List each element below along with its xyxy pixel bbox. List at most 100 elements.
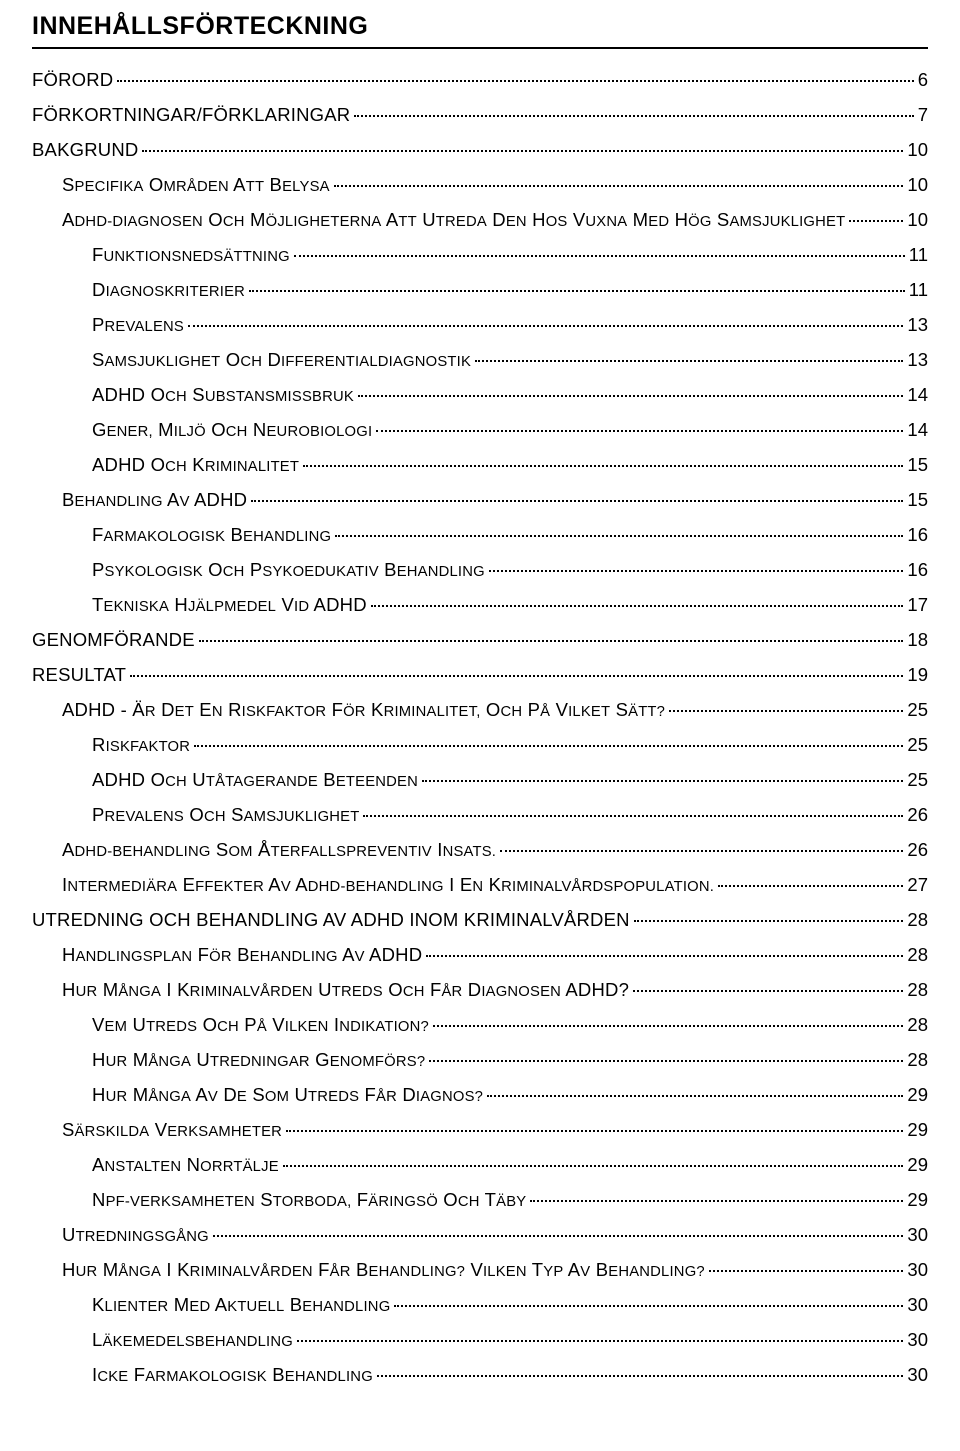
toc-entry-page: 16	[907, 559, 928, 581]
toc-entry-label: BEHANDLING AV ADHD	[62, 489, 247, 511]
toc-leader-dots	[130, 675, 903, 677]
toc-leader-dots	[363, 815, 903, 817]
toc-entry[interactable]: FUNKTIONSNEDSÄTTNING 11	[92, 244, 928, 266]
toc-entry[interactable]: KLIENTER MED AKTUELL BEHANDLING 30	[92, 1294, 928, 1316]
toc-entry-page: 19	[907, 664, 928, 686]
toc-entry-page: 15	[907, 489, 928, 511]
toc-leader-dots	[303, 465, 903, 467]
toc-entry[interactable]: LÄKEMEDELSBEHANDLING 30	[92, 1329, 928, 1351]
toc-entry[interactable]: ANSTALTEN NORRTÄLJE 29	[92, 1154, 928, 1176]
toc-entry[interactable]: HUR MÅNGA AV DE SOM UTREDS FÅR DIAGNOS? …	[92, 1084, 928, 1106]
toc-entry[interactable]: TEKNISKA HJÄLPMEDEL VID ADHD 17	[92, 594, 928, 616]
toc-entry-label: ADHD-BEHANDLING SOM ÅTERFALLSPREVENTIV I…	[62, 839, 496, 861]
toc-entry-label: ADHD OCH KRIMINALITET	[92, 454, 299, 476]
toc-entry-label: ADHD-DIAGNOSEN OCH MÖJLIGHETERNA ATT UTR…	[62, 209, 845, 231]
toc-entry[interactable]: ADHD-BEHANDLING SOM ÅTERFALLSPREVENTIV I…	[62, 839, 928, 861]
toc-entry-page: 27	[907, 874, 928, 896]
toc-entry-page: 29	[907, 1119, 928, 1141]
toc-entry[interactable]: GENER, MILJÖ OCH NEUROBIOLOGI 14	[92, 419, 928, 441]
toc-entry[interactable]: ADHD - ÄR DET EN RISKFAKTOR FÖR KRIMINAL…	[62, 699, 928, 721]
toc-entry-label: ADHD OCH UTÅTAGERANDE BETEENDEN	[92, 769, 418, 791]
toc-leader-dots	[294, 255, 905, 257]
toc-leader-dots	[334, 185, 904, 187]
toc-entry[interactable]: GENOMFÖRANDE 18	[32, 629, 928, 651]
toc-leader-dots	[669, 710, 903, 712]
toc-entry-page: 26	[907, 839, 928, 861]
toc-leader-dots	[422, 780, 903, 782]
toc-leader-dots	[354, 115, 913, 117]
toc-entry[interactable]: ADHD OCH UTÅTAGERANDE BETEENDEN 25	[92, 769, 928, 791]
toc-leader-dots	[371, 605, 904, 607]
toc-entry-label: TEKNISKA HJÄLPMEDEL VID ADHD	[92, 594, 367, 616]
toc-entry[interactable]: RESULTAT 19	[32, 664, 928, 686]
toc-entry[interactable]: FARMAKOLOGISK BEHANDLING 16	[92, 524, 928, 546]
toc-leader-dots	[487, 1095, 903, 1097]
toc-leader-dots	[530, 1200, 903, 1202]
toc-entry-label: ADHD OCH SUBSTANSMISSBRUK	[92, 384, 354, 406]
toc-entry-label: PREVALENS OCH SAMSJUKLIGHET	[92, 804, 359, 826]
toc-entry-page: 28	[907, 1014, 928, 1036]
toc-entry[interactable]: FÖRKORTNINGAR/FÖRKLARINGAR 7	[32, 104, 928, 126]
toc-entry[interactable]: PREVALENS OCH SAMSJUKLIGHET 26	[92, 804, 928, 826]
toc-leader-dots	[188, 325, 903, 327]
toc-entry-page: 28	[907, 979, 928, 1001]
toc-leader-dots	[429, 1060, 903, 1062]
toc-entry[interactable]: VEM UTREDS OCH PÅ VILKEN INDIKATION? 28	[92, 1014, 928, 1036]
toc-leader-dots	[283, 1165, 904, 1167]
toc-entry[interactable]: FÖRORD 6	[32, 69, 928, 91]
toc-entry[interactable]: UTREDNINGSGÅNG 30	[62, 1224, 928, 1246]
toc-entry-label: SAMSJUKLIGHET OCH DIFFERENTIALDIAGNOSTIK	[92, 349, 471, 371]
toc-entry-page: 29	[907, 1154, 928, 1176]
toc-entry-page: 15	[907, 454, 928, 476]
toc-leader-dots	[251, 500, 903, 502]
toc-entry[interactable]: HUR MÅNGA I KRIMINALVÅRDEN UTREDS OCH FÅ…	[62, 979, 928, 1001]
toc-entry-label: ADHD - ÄR DET EN RISKFAKTOR FÖR KRIMINAL…	[62, 699, 665, 721]
toc-entry[interactable]: SAMSJUKLIGHET OCH DIFFERENTIALDIAGNOSTIK…	[92, 349, 928, 371]
toc-entry-label: GENER, MILJÖ OCH NEUROBIOLOGI	[92, 419, 372, 441]
title-rule	[32, 47, 928, 49]
page-title: INNEHÅLLSFÖRTECKNING	[32, 12, 928, 41]
toc-leader-dots	[117, 80, 913, 82]
toc-entry-page: 29	[907, 1084, 928, 1106]
toc-entry[interactable]: HUR MÅNGA I KRIMINALVÅRDEN FÅR BEHANDLIN…	[62, 1259, 928, 1281]
toc-entry-page: 28	[907, 909, 928, 931]
toc-entry-label: KLIENTER MED AKTUELL BEHANDLING	[92, 1294, 390, 1316]
toc-entry-label: GENOMFÖRANDE	[32, 629, 195, 651]
toc-entry[interactable]: BAKGRUND 10	[32, 139, 928, 161]
toc-entry[interactable]: UTREDNING OCH BEHANDLING AV ADHD INOM KR…	[32, 909, 928, 931]
toc-entry[interactable]: ADHD-DIAGNOSEN OCH MÖJLIGHETERNA ATT UTR…	[62, 209, 928, 231]
toc-entry-page: 28	[907, 944, 928, 966]
toc-entry[interactable]: BEHANDLING AV ADHD 15	[62, 489, 928, 511]
toc-entry-label: FÖRKORTNINGAR/FÖRKLARINGAR	[32, 104, 350, 126]
toc-entry[interactable]: HUR MÅNGA UTREDNINGAR GENOMFÖRS? 28	[92, 1049, 928, 1071]
toc-entry[interactable]: PSYKOLOGISK OCH PSYKOEDUKATIV BEHANDLING…	[92, 559, 928, 581]
toc-entry[interactable]: ADHD OCH KRIMINALITET 15	[92, 454, 928, 476]
toc-entry[interactable]: ICKE FARMAKOLOGISK BEHANDLING 30	[92, 1364, 928, 1386]
toc-leader-dots	[634, 920, 904, 922]
toc-entry[interactable]: INTERMEDIÄRA EFFEKTER AV ADHD-BEHANDLING…	[62, 874, 928, 896]
toc-leader-dots	[194, 745, 903, 747]
toc-entry-page: 29	[907, 1189, 928, 1211]
toc-entry[interactable]: SPECIFIKA OMRÅDEN ATT BELYSA 10	[62, 174, 928, 196]
toc-entry[interactable]: PREVALENS 13	[92, 314, 928, 336]
toc-entry-label: PSYKOLOGISK OCH PSYKOEDUKATIV BEHANDLING	[92, 559, 485, 581]
toc-entry-label: SPECIFIKA OMRÅDEN ATT BELYSA	[62, 174, 330, 196]
toc-entry-page: 13	[907, 314, 928, 336]
toc-entry[interactable]: HANDLINGSPLAN FÖR BEHANDLING AV ADHD 28	[62, 944, 928, 966]
toc-entry[interactable]: NPF-VERKSAMHETEN STORBODA, FÄRINGSÖ OCH …	[92, 1189, 928, 1211]
toc-entry-label: NPF-VERKSAMHETEN STORBODA, FÄRINGSÖ OCH …	[92, 1189, 526, 1211]
toc-entry-page: 6	[918, 69, 928, 91]
toc-entry-page: 16	[907, 524, 928, 546]
toc-entry[interactable]: ADHD OCH SUBSTANSMISSBRUK 14	[92, 384, 928, 406]
toc-entry[interactable]: RISKFAKTOR 25	[92, 734, 928, 756]
toc-entry-page: 7	[918, 104, 928, 126]
toc-entry-page: 10	[907, 174, 928, 196]
toc-entry-page: 26	[907, 804, 928, 826]
toc-entry-page: 18	[907, 629, 928, 651]
toc-leader-dots	[489, 570, 904, 572]
toc-entry[interactable]: DIAGNOSKRITERIER 11	[92, 279, 928, 301]
toc-entry-page: 30	[907, 1259, 928, 1281]
toc-entry-label: UTREDNING OCH BEHANDLING AV ADHD INOM KR…	[32, 909, 630, 931]
toc-entry[interactable]: SÄRSKILDA VERKSAMHETER 29	[62, 1119, 928, 1141]
toc-entry-page: 30	[907, 1364, 928, 1386]
